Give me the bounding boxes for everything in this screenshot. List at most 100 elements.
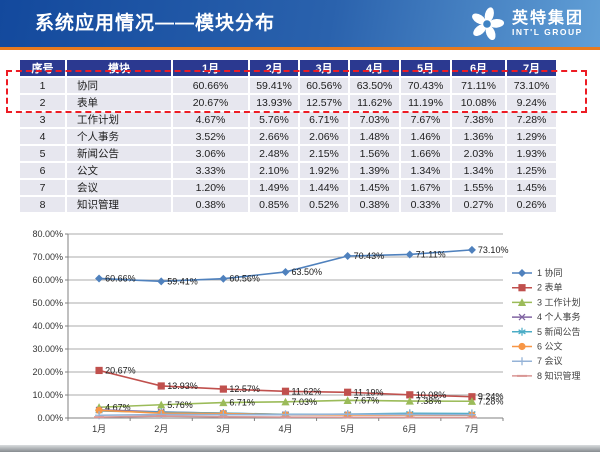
legend-label: 2 表单 (537, 282, 563, 293)
module-name: 会议 (67, 180, 173, 197)
module-name: 个人事务 (67, 129, 173, 146)
row-number: 4 (20, 129, 67, 146)
value-cell: 1.29% (507, 129, 558, 146)
table-row: 3 工作计划 4.67% 5.76% 6.71% 7.03% 7.67% 7.38% 7.28% (20, 112, 558, 129)
value-cell: 1.92% (300, 163, 350, 180)
x-tick-label: 3月 (216, 424, 230, 434)
data-label: 73.10% (478, 245, 509, 255)
value-cell: 0.27% (452, 197, 507, 214)
value-cell: 10.08% (452, 95, 507, 112)
value-cell: 1.46% (401, 129, 452, 146)
x-tick-label: 4月 (278, 424, 292, 434)
row-number: 7 (20, 180, 67, 197)
series-2: 20.67% 13.93% 12.57% 11.62% 11.19% 10.08% 9.24… (95, 365, 504, 402)
column-header: 序号 (20, 60, 67, 78)
table-row: 2 表单 20.67% 13.93% 12.57% 11.62% 11.19% 10.08% 9… (20, 95, 558, 112)
column-header: 5月 (401, 60, 452, 78)
value-cell: 0.26% (507, 197, 558, 214)
module-distribution-chart: 0.00% 10.00% 20.00% 30.00% 40.00% 50.00% 60.00… (32, 229, 581, 434)
modules-table: 序号 模块 1月 2月 3月 4月 5月 6月 7月 1 协同 60.66% 59.41% 60.56% 6… (20, 60, 558, 214)
data-label: 13.93% (167, 381, 198, 391)
series-1: 60.66% 59.41% 60.56% 63.50% 70.43% 71.11% 73.1… (95, 245, 508, 286)
value-cell: 0.33% (401, 197, 452, 214)
data-label: 70.43% (354, 251, 385, 261)
value-cell: 2.66% (250, 129, 300, 146)
page-title: 系统应用情况——模块分布 (35, 13, 276, 34)
table-row: 4 个人事务 3.52% 2.66% 2.06% 1.48% 1.46% 1.36% 1.29% (20, 129, 558, 146)
series-3: 4.67% 5.76% 6.71% 7.03% 7.67% 7.38% 7.28% (94, 395, 503, 412)
value-cell: 1.36% (452, 129, 507, 146)
value-cell: 7.03% (350, 112, 401, 129)
value-cell: 60.56% (300, 78, 350, 95)
value-cell: 0.38% (173, 197, 250, 214)
column-header: 4月 (350, 60, 401, 78)
value-cell: 3.52% (173, 129, 250, 146)
value-cell: 1.45% (350, 180, 401, 197)
value-cell: 1.55% (452, 180, 507, 197)
value-cell: 1.49% (250, 180, 300, 197)
y-tick-label: 20.00% (32, 367, 63, 377)
value-cell: 73.10% (507, 78, 558, 95)
data-label: 12.57% (229, 384, 260, 394)
value-cell: 4.67% (173, 112, 250, 129)
row-number: 3 (20, 112, 67, 129)
value-cell: 7.67% (401, 112, 452, 129)
y-tick-label: 50.00% (32, 298, 63, 308)
module-name: 协同 (67, 78, 173, 95)
module-name: 表单 (67, 95, 173, 112)
module-name: 知识管理 (67, 197, 173, 214)
table-row: 8 知识管理 0.38% 0.85% 0.52% 0.38% 0.33% 0.27% 0.26% (20, 197, 558, 214)
y-tick-label: 40.00% (32, 321, 63, 331)
row-number: 8 (20, 197, 67, 214)
data-label: 4.67% (105, 402, 131, 412)
value-cell: 6.71% (300, 112, 350, 129)
table-header-row: 序号 模块 1月 2月 3月 4月 5月 6月 7月 (20, 60, 558, 78)
legend-label: 6 公文 (537, 341, 563, 352)
data-label: 5.76% (167, 400, 193, 410)
series-8 (94, 415, 477, 419)
value-cell: 7.38% (452, 112, 507, 129)
x-tick-label: 2月 (154, 424, 168, 434)
y-tick-label: 0.00% (37, 413, 63, 423)
data-label: 7.38% (416, 396, 442, 406)
logo-text-cn: 英特集团 (511, 10, 584, 28)
data-label: 7.03% (292, 397, 318, 407)
row-number: 6 (20, 163, 67, 180)
data-label: 59.41% (167, 276, 198, 286)
legend-label: 1 协同 (537, 267, 563, 278)
data-label: 10.08% (416, 390, 447, 400)
value-cell: 11.19% (401, 95, 452, 112)
module-name: 新闻公告 (67, 146, 173, 163)
table-row: 6 公文 3.33% 2.10% 1.92% 1.39% 1.34% 1.34% 1.25% (20, 163, 558, 180)
legend-label: 7 会议 (537, 355, 563, 366)
y-tick-label: 80.00% (32, 229, 63, 239)
value-cell: 1.45% (507, 180, 558, 197)
data-label: 60.56% (229, 274, 260, 284)
chart-legend: 1 协同 2 表单 3 工作计划 4 个人事务 5 新闻公告 6 公文 7 会议 8 知识管理 (512, 267, 581, 381)
table-row: 7 会议 1.20% 1.49% 1.44% 1.45% 1.67% 1.55% 1.45% (20, 180, 558, 197)
value-cell: 13.93% (250, 95, 300, 112)
y-tick-label: 30.00% (32, 344, 63, 354)
value-cell: 1.93% (507, 146, 558, 163)
modules-table-wrap: 序号 模块 1月 2月 3月 4月 5月 6月 7月 1 协同 60.66% 59.41% 60.56% 6… (20, 60, 558, 214)
value-cell: 2.10% (250, 163, 300, 180)
data-label: 9.24% (478, 392, 504, 402)
data-label: 63.50% (292, 267, 323, 277)
value-cell: 0.52% (300, 197, 350, 214)
value-cell: 1.25% (507, 163, 558, 180)
value-cell: 7.28% (507, 112, 558, 129)
data-label: 11.62% (292, 386, 322, 396)
company-logo: 英特集团 INT'L GROUP (468, 5, 584, 43)
value-cell: 3.06% (173, 146, 250, 163)
value-cell: 2.15% (300, 146, 350, 163)
x-tick-label: 7月 (465, 424, 479, 434)
accent-divider (0, 47, 600, 50)
value-cell: 2.06% (300, 129, 350, 146)
x-tick-label: 1月 (92, 424, 106, 434)
value-cell: 0.85% (250, 197, 300, 214)
value-cell: 2.03% (452, 146, 507, 163)
value-cell: 0.38% (350, 197, 401, 214)
value-cell: 5.76% (250, 112, 300, 129)
column-header: 7月 (507, 60, 558, 78)
data-label: 6.71% (229, 398, 255, 408)
